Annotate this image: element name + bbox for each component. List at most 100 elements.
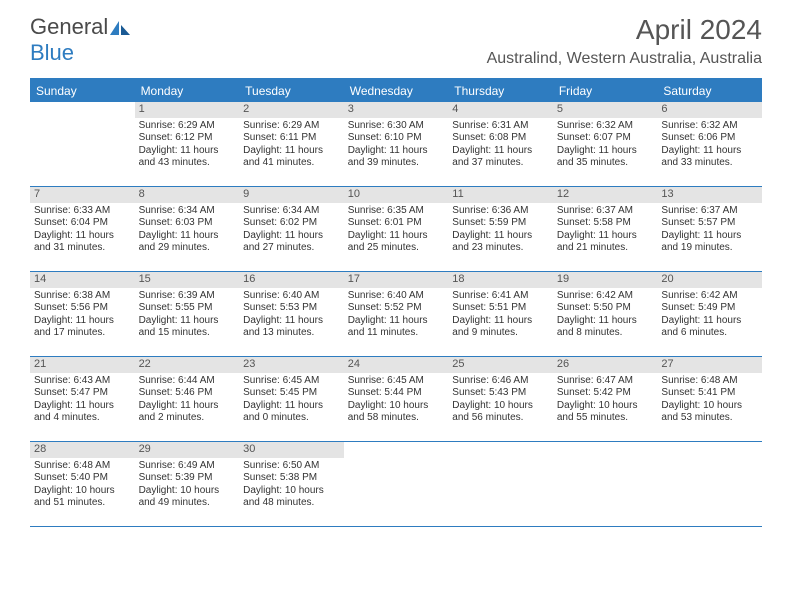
- sunset-text: Sunset: 6:11 PM: [243, 132, 340, 145]
- day-cell: [448, 442, 553, 526]
- day-cell: [657, 442, 762, 526]
- day-cell: 28Sunrise: 6:48 AMSunset: 5:40 PMDayligh…: [30, 442, 135, 526]
- day-cell: 19Sunrise: 6:42 AMSunset: 5:50 PMDayligh…: [553, 272, 658, 356]
- daylight-text: Daylight: 11 hours and 15 minutes.: [139, 315, 236, 340]
- day-number: 15: [135, 272, 240, 288]
- daylight-text: Daylight: 10 hours and 51 minutes.: [34, 485, 131, 510]
- day-number: 13: [657, 187, 762, 203]
- day-number: 20: [657, 272, 762, 288]
- sunset-text: Sunset: 6:06 PM: [661, 132, 758, 145]
- day-number: 2: [239, 102, 344, 118]
- daylight-text: Daylight: 11 hours and 25 minutes.: [348, 230, 445, 255]
- day-cell: 7Sunrise: 6:33 AMSunset: 6:04 PMDaylight…: [30, 187, 135, 271]
- day-cell: 16Sunrise: 6:40 AMSunset: 5:53 PMDayligh…: [239, 272, 344, 356]
- sunrise-text: Sunrise: 6:37 AM: [557, 205, 654, 218]
- daylight-text: Daylight: 10 hours and 55 minutes.: [557, 400, 654, 425]
- sunset-text: Sunset: 5:56 PM: [34, 302, 131, 315]
- daylight-text: Daylight: 11 hours and 29 minutes.: [139, 230, 236, 255]
- sunrise-text: Sunrise: 6:43 AM: [34, 375, 131, 388]
- daylight-text: Daylight: 11 hours and 35 minutes.: [557, 145, 654, 170]
- sunrise-text: Sunrise: 6:35 AM: [348, 205, 445, 218]
- daylight-text: Daylight: 11 hours and 43 minutes.: [139, 145, 236, 170]
- day-cell: 3Sunrise: 6:30 AMSunset: 6:10 PMDaylight…: [344, 102, 449, 186]
- day-number: 5: [553, 102, 658, 118]
- sunrise-text: Sunrise: 6:29 AM: [243, 120, 340, 133]
- day-number: 8: [135, 187, 240, 203]
- day-number: 18: [448, 272, 553, 288]
- day-header-thursday: Thursday: [448, 80, 553, 102]
- sunset-text: Sunset: 5:41 PM: [661, 387, 758, 400]
- logo-sail-icon: [110, 21, 130, 35]
- sunrise-text: Sunrise: 6:29 AM: [139, 120, 236, 133]
- sunrise-text: Sunrise: 6:32 AM: [557, 120, 654, 133]
- location-label: Australind, Western Australia, Australia: [487, 50, 762, 68]
- day-number: 14: [30, 272, 135, 288]
- day-cell: 22Sunrise: 6:44 AMSunset: 5:46 PMDayligh…: [135, 357, 240, 441]
- week-row: 7Sunrise: 6:33 AMSunset: 6:04 PMDaylight…: [30, 187, 762, 272]
- daylight-text: Daylight: 11 hours and 13 minutes.: [243, 315, 340, 340]
- sunrise-text: Sunrise: 6:49 AM: [139, 460, 236, 473]
- day-header-row: Sunday Monday Tuesday Wednesday Thursday…: [30, 80, 762, 102]
- day-number: 24: [344, 357, 449, 373]
- daylight-text: Daylight: 10 hours and 49 minutes.: [139, 485, 236, 510]
- day-cell: 5 Sunrise: 6:32 AMSunset: 6:07 PMDaylight…: [553, 102, 658, 186]
- day-number: 25: [448, 357, 553, 373]
- sunrise-text: Sunrise: 6:38 AM: [34, 290, 131, 303]
- sunrise-text: Sunrise: 6:37 AM: [661, 205, 758, 218]
- sunset-text: Sunset: 6:01 PM: [348, 217, 445, 230]
- day-cell: 12Sunrise: 6:37 AMSunset: 5:58 PMDayligh…: [553, 187, 658, 271]
- sunset-text: Sunset: 5:47 PM: [34, 387, 131, 400]
- day-number: 6: [657, 102, 762, 118]
- day-number: 28: [30, 442, 135, 458]
- day-cell: 10 Sunrise: 6:35 AMSunset: 6:01 PMDayligh…: [344, 187, 449, 271]
- day-cell: 6Sunrise: 6:32 AMSunset: 6:06 PMDaylight…: [657, 102, 762, 186]
- sunrise-text: Sunrise: 6:42 AM: [661, 290, 758, 303]
- week-row: 14 Sunrise: 6:38 AMSunset: 5:56 PM Dayligh…: [30, 272, 762, 357]
- daylight-text: Daylight: 10 hours and 58 minutes.: [348, 400, 445, 425]
- day-cell: 25Sunrise: 6:46 AMSunset: 5:43 PMDayligh…: [448, 357, 553, 441]
- sunrise-text: Sunrise: 6:40 AM: [243, 290, 340, 303]
- sunrise-text: Sunrise: 6:36 AM: [452, 205, 549, 218]
- day-number: 27: [657, 357, 762, 373]
- day-number: 9: [239, 187, 344, 203]
- day-cell: 17Sunrise: 6:40 AMSunset: 5:52 PMDayligh…: [344, 272, 449, 356]
- sunset-text: Sunset: 6:03 PM: [139, 217, 236, 230]
- sunrise-text: Sunrise: 6:44 AM: [139, 375, 236, 388]
- day-number: 30: [239, 442, 344, 458]
- sunset-text: Sunset: 5:51 PM: [452, 302, 549, 315]
- daylight-text: Daylight: 10 hours and 48 minutes.: [243, 485, 340, 510]
- sunset-text: Sunset: 5:58 PM: [557, 217, 654, 230]
- day-number: 22: [135, 357, 240, 373]
- sunset-text: Sunset: 5:43 PM: [452, 387, 549, 400]
- sunrise-text: Sunrise: 6:48 AM: [34, 460, 131, 473]
- sunset-text: Sunset: 6:07 PM: [557, 132, 654, 145]
- day-number: 4: [448, 102, 553, 118]
- daylight-text: Daylight: 11 hours and 4 minutes.: [34, 400, 131, 425]
- day-number: 17: [344, 272, 449, 288]
- logo-text-2: Blue: [30, 40, 74, 66]
- sunset-text: Sunset: 5:42 PM: [557, 387, 654, 400]
- daylight-text: Daylight: 10 hours and 56 minutes.: [452, 400, 549, 425]
- sunrise-text: Sunrise: 6:39 AM: [139, 290, 236, 303]
- day-cell: 20Sunrise: 6:42 AMSunset: 5:49 PMDayligh…: [657, 272, 762, 356]
- day-header-monday: Monday: [135, 80, 240, 102]
- sunset-text: Sunset: 5:45 PM: [243, 387, 340, 400]
- sunset-text: Sunset: 5:46 PM: [139, 387, 236, 400]
- sunrise-text: Sunrise: 6:30 AM: [348, 120, 445, 133]
- sunset-text: Sunset: 5:57 PM: [661, 217, 758, 230]
- day-cell: 4Sunrise: 6:31 AMSunset: 6:08 PMDaylight…: [448, 102, 553, 186]
- day-number: 10: [344, 187, 449, 203]
- day-cell: 2Sunrise: 6:29 AMSunset: 6:11 PMDaylight…: [239, 102, 344, 186]
- sunrise-text: Sunrise: 6:48 AM: [661, 375, 758, 388]
- logo: General: [30, 14, 130, 40]
- sunset-text: Sunset: 6:10 PM: [348, 132, 445, 145]
- day-cell: [344, 442, 449, 526]
- day-cell: 13Sunrise: 6:37 AMSunset: 5:57 PMDayligh…: [657, 187, 762, 271]
- sunrise-text: Sunrise: 6:45 AM: [348, 375, 445, 388]
- day-cell: 24Sunrise: 6:45 AMSunset: 5:44 PMDayligh…: [344, 357, 449, 441]
- sunrise-text: Sunrise: 6:34 AM: [243, 205, 340, 218]
- day-cell: 8Sunrise: 6:34 AMSunset: 6:03 PMDaylight…: [135, 187, 240, 271]
- sunset-text: Sunset: 5:53 PM: [243, 302, 340, 315]
- day-number: 1: [135, 102, 240, 118]
- daylight-text: Daylight: 11 hours and 33 minutes.: [661, 145, 758, 170]
